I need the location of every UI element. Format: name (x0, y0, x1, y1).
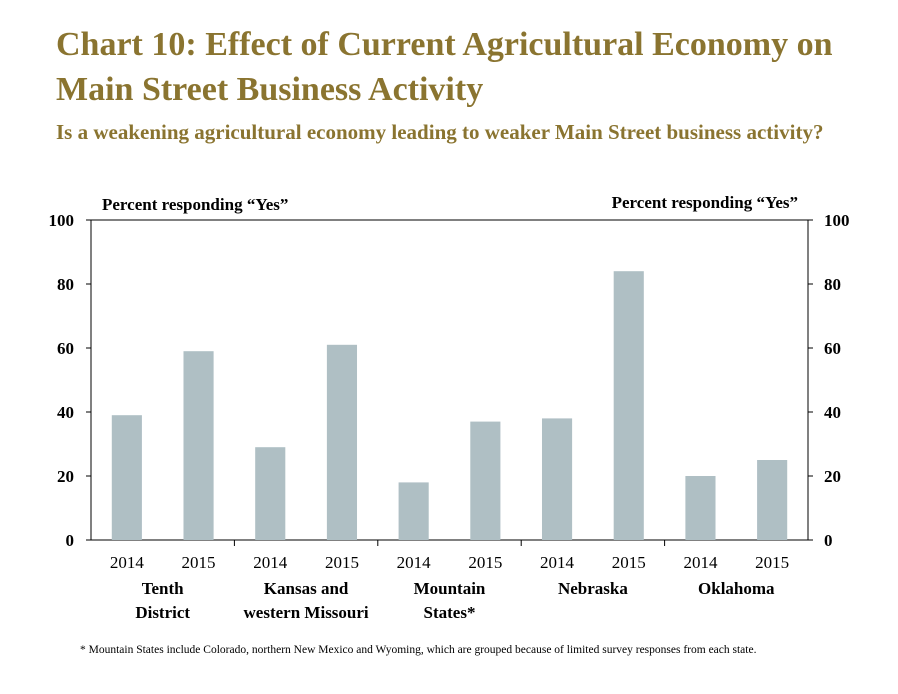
left-tick-label: 20 (57, 467, 74, 486)
left-tick-label: 40 (57, 403, 74, 422)
bars (111, 271, 788, 540)
chart-title: Chart 10: Effect of Current Agricultural… (56, 26, 833, 108)
year-label: 2014 (683, 553, 718, 572)
group-label: Nebraska (558, 579, 628, 598)
bar (111, 415, 142, 540)
year-label: 2015 (325, 553, 359, 572)
right-axis-ticks: 0 20 40 60 80 100 (808, 211, 850, 550)
right-tick-label: 80 (824, 275, 841, 294)
year-label: 2014 (253, 553, 288, 572)
group-label: Tenth (142, 579, 184, 598)
group-label: Mountain (414, 579, 486, 598)
bar (541, 418, 573, 540)
year-label: 2015 (182, 553, 216, 572)
right-tick-label: 0 (824, 531, 833, 550)
x-axis-labels: 2014 2015 Tenth District 2014 2015 Kansas and w… (110, 540, 789, 622)
year-label: 2015 (468, 553, 502, 572)
right-tick-label: 100 (824, 211, 850, 230)
group-label: States* (424, 603, 476, 622)
left-tick-label: 100 (49, 211, 75, 230)
bar (470, 421, 501, 540)
footnote: * Mountain States include Colorado, nort… (80, 644, 757, 656)
right-tick-label: 60 (824, 339, 841, 358)
bar (685, 476, 716, 540)
left-tick-label: 0 (66, 531, 75, 550)
group-label: Kansas and (264, 579, 349, 598)
right-tick-label: 20 (824, 467, 841, 486)
year-label: 2014 (110, 553, 145, 572)
bar (757, 460, 788, 540)
left-axis-label: Percent responding “Yes” (102, 195, 288, 214)
chart-subtitle: Is a weakening agricultural economy lead… (56, 120, 824, 144)
bar (613, 271, 644, 540)
bar (398, 482, 429, 540)
year-label: 2015 (755, 553, 789, 572)
group-label: Oklahoma (698, 579, 775, 598)
left-tick-label: 60 (57, 339, 74, 358)
bar (183, 351, 214, 540)
right-tick-label: 40 (824, 403, 841, 422)
left-axis-ticks: 0 20 40 60 80 100 (49, 211, 91, 550)
year-label: 2015 (612, 553, 646, 572)
right-axis-label: Percent responding “Yes” (612, 193, 798, 212)
bar (255, 447, 286, 540)
year-label: 2014 (397, 553, 432, 572)
group-label: District (135, 603, 190, 622)
year-label: 2014 (540, 553, 575, 572)
left-tick-label: 80 (57, 275, 74, 294)
bar (326, 344, 358, 540)
group-label: western Missouri (244, 603, 369, 622)
